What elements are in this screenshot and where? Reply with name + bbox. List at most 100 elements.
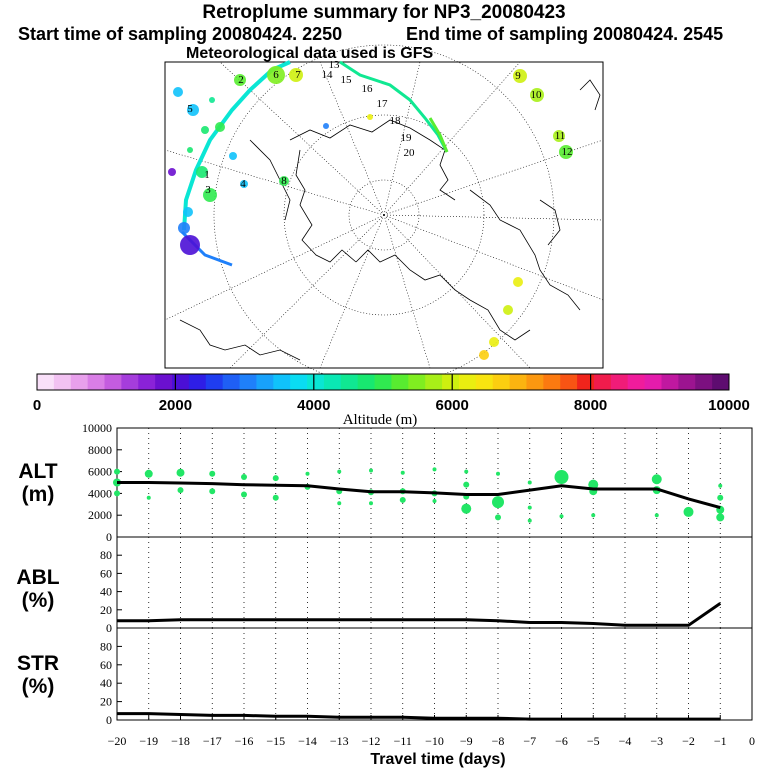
altitude-point (337, 469, 342, 474)
y-tick-label: 20 (100, 695, 112, 709)
altitude-point (527, 518, 532, 523)
altitude-point (432, 499, 437, 504)
y-tick-label: 10000 (82, 421, 112, 435)
abl-label: ABL (16, 566, 59, 589)
coastlines (179, 79, 601, 361)
y-tick-label: 0 (106, 713, 112, 727)
altitude-point (369, 468, 373, 473)
colorbar-swatch (560, 374, 578, 390)
start-time-label: Start time of sampling 20080424. 2250 (18, 24, 343, 44)
colorbar-swatch (661, 374, 679, 390)
trajectory-marker (553, 130, 565, 142)
altitude-point (369, 501, 373, 506)
altitude-point (114, 490, 120, 497)
y-tick-label: 60 (100, 566, 112, 580)
x-tick-label: −1 (714, 734, 727, 748)
y-tick-label: 4000 (88, 486, 112, 500)
abl-line (117, 602, 722, 627)
trajectory-path-late (428, 117, 449, 153)
x-tick-label: −17 (203, 734, 222, 748)
x-tick-label: −16 (235, 734, 254, 748)
altitude-point (337, 501, 342, 506)
x-tick-label: −11 (394, 734, 412, 748)
x-tick-label: −15 (266, 734, 285, 748)
colorbar-swatch (695, 374, 713, 390)
y-tick-label: 20 (100, 603, 112, 617)
colorbar-tick-label: 2000 (159, 397, 192, 414)
trajectory-marker (203, 188, 217, 202)
day-label: 1 (204, 169, 210, 181)
x-tick-label: −4 (619, 734, 632, 748)
altitude-point (272, 475, 279, 482)
y-tick-label: 0 (106, 621, 112, 635)
day-label: 4 (240, 178, 246, 190)
trajectory-marker (289, 68, 303, 82)
colorbar-swatch (323, 374, 342, 390)
altitude-point (527, 480, 532, 485)
colorbar-swatch (273, 374, 291, 390)
colorbar-swatch (425, 374, 443, 390)
abl-unit-label: (%) (22, 589, 55, 612)
trajectory-marker (209, 97, 215, 103)
trajectory-marker (187, 104, 199, 116)
trajectory-marker (267, 66, 285, 84)
x-tick-label: −2 (682, 734, 695, 748)
colorbar-swatch (172, 374, 190, 390)
colorbar-swatch (155, 374, 173, 390)
colorbar-swatch (509, 374, 527, 390)
alt-unit-label: (m) (22, 483, 55, 506)
panel-2: 0 20 40 60 80 (100, 627, 753, 727)
colorbar-tick-label: 8000 (574, 397, 607, 414)
y-tick-label: 8000 (88, 443, 112, 457)
colorbar-swatch (256, 374, 274, 390)
colorbar-swatch (577, 374, 595, 390)
colorbar-frame (36, 373, 730, 391)
colorbar-swatch (121, 374, 139, 390)
x-tick-label: −6 (555, 734, 568, 748)
mean-altitude-line (117, 481, 721, 510)
colorbar-tick-label: 10000 (708, 397, 750, 414)
colorbar-swatch (408, 374, 426, 390)
colorbar-swatch (593, 374, 612, 390)
end-time-label: End time of sampling 20080424. 2545 (406, 24, 724, 44)
met-data-label: Meteorological data used is GFS (186, 45, 434, 62)
str-unit-label: (%) (22, 675, 55, 698)
day-label: 3 (205, 184, 211, 196)
day-label: 14 (322, 69, 334, 81)
x-tick-label: −5 (587, 734, 600, 748)
altitude-point (241, 474, 247, 481)
trajectory-marker (559, 145, 573, 159)
y-tick-label: 60 (100, 658, 112, 672)
trajectory-marker (173, 87, 183, 97)
colorbar-swatch (138, 374, 156, 390)
colorbar-swatch (374, 374, 392, 390)
colorbar-swatch (222, 374, 241, 390)
day-label: 13 (329, 59, 341, 71)
day-label: 18 (390, 115, 402, 127)
x-tick-label: −10 (425, 734, 444, 748)
day-label: 5 (187, 103, 193, 115)
day-label: 17 (377, 98, 389, 110)
colorbar-swatch (475, 374, 494, 390)
altitude-point (176, 468, 185, 477)
altitude-point (492, 496, 504, 509)
colorbar-swatch (239, 374, 257, 390)
trajectory-marker (513, 277, 523, 287)
altitude-point (588, 479, 599, 490)
colorbar-swatch (104, 374, 122, 390)
altitude-point (718, 483, 723, 488)
colorbar-swatch (205, 374, 224, 390)
altitude-point (463, 481, 470, 488)
trajectory-marker (240, 180, 248, 188)
x-tick-label: −3 (650, 734, 663, 748)
colorbar-tick-label: 6000 (436, 397, 469, 414)
trajectory-marker (178, 222, 190, 234)
altitude-point (527, 505, 532, 510)
trajectory-path-mid (339, 60, 449, 153)
trajectory-marker (234, 74, 246, 86)
day-label: 2 (238, 74, 244, 86)
trajectory-marker (229, 152, 237, 160)
